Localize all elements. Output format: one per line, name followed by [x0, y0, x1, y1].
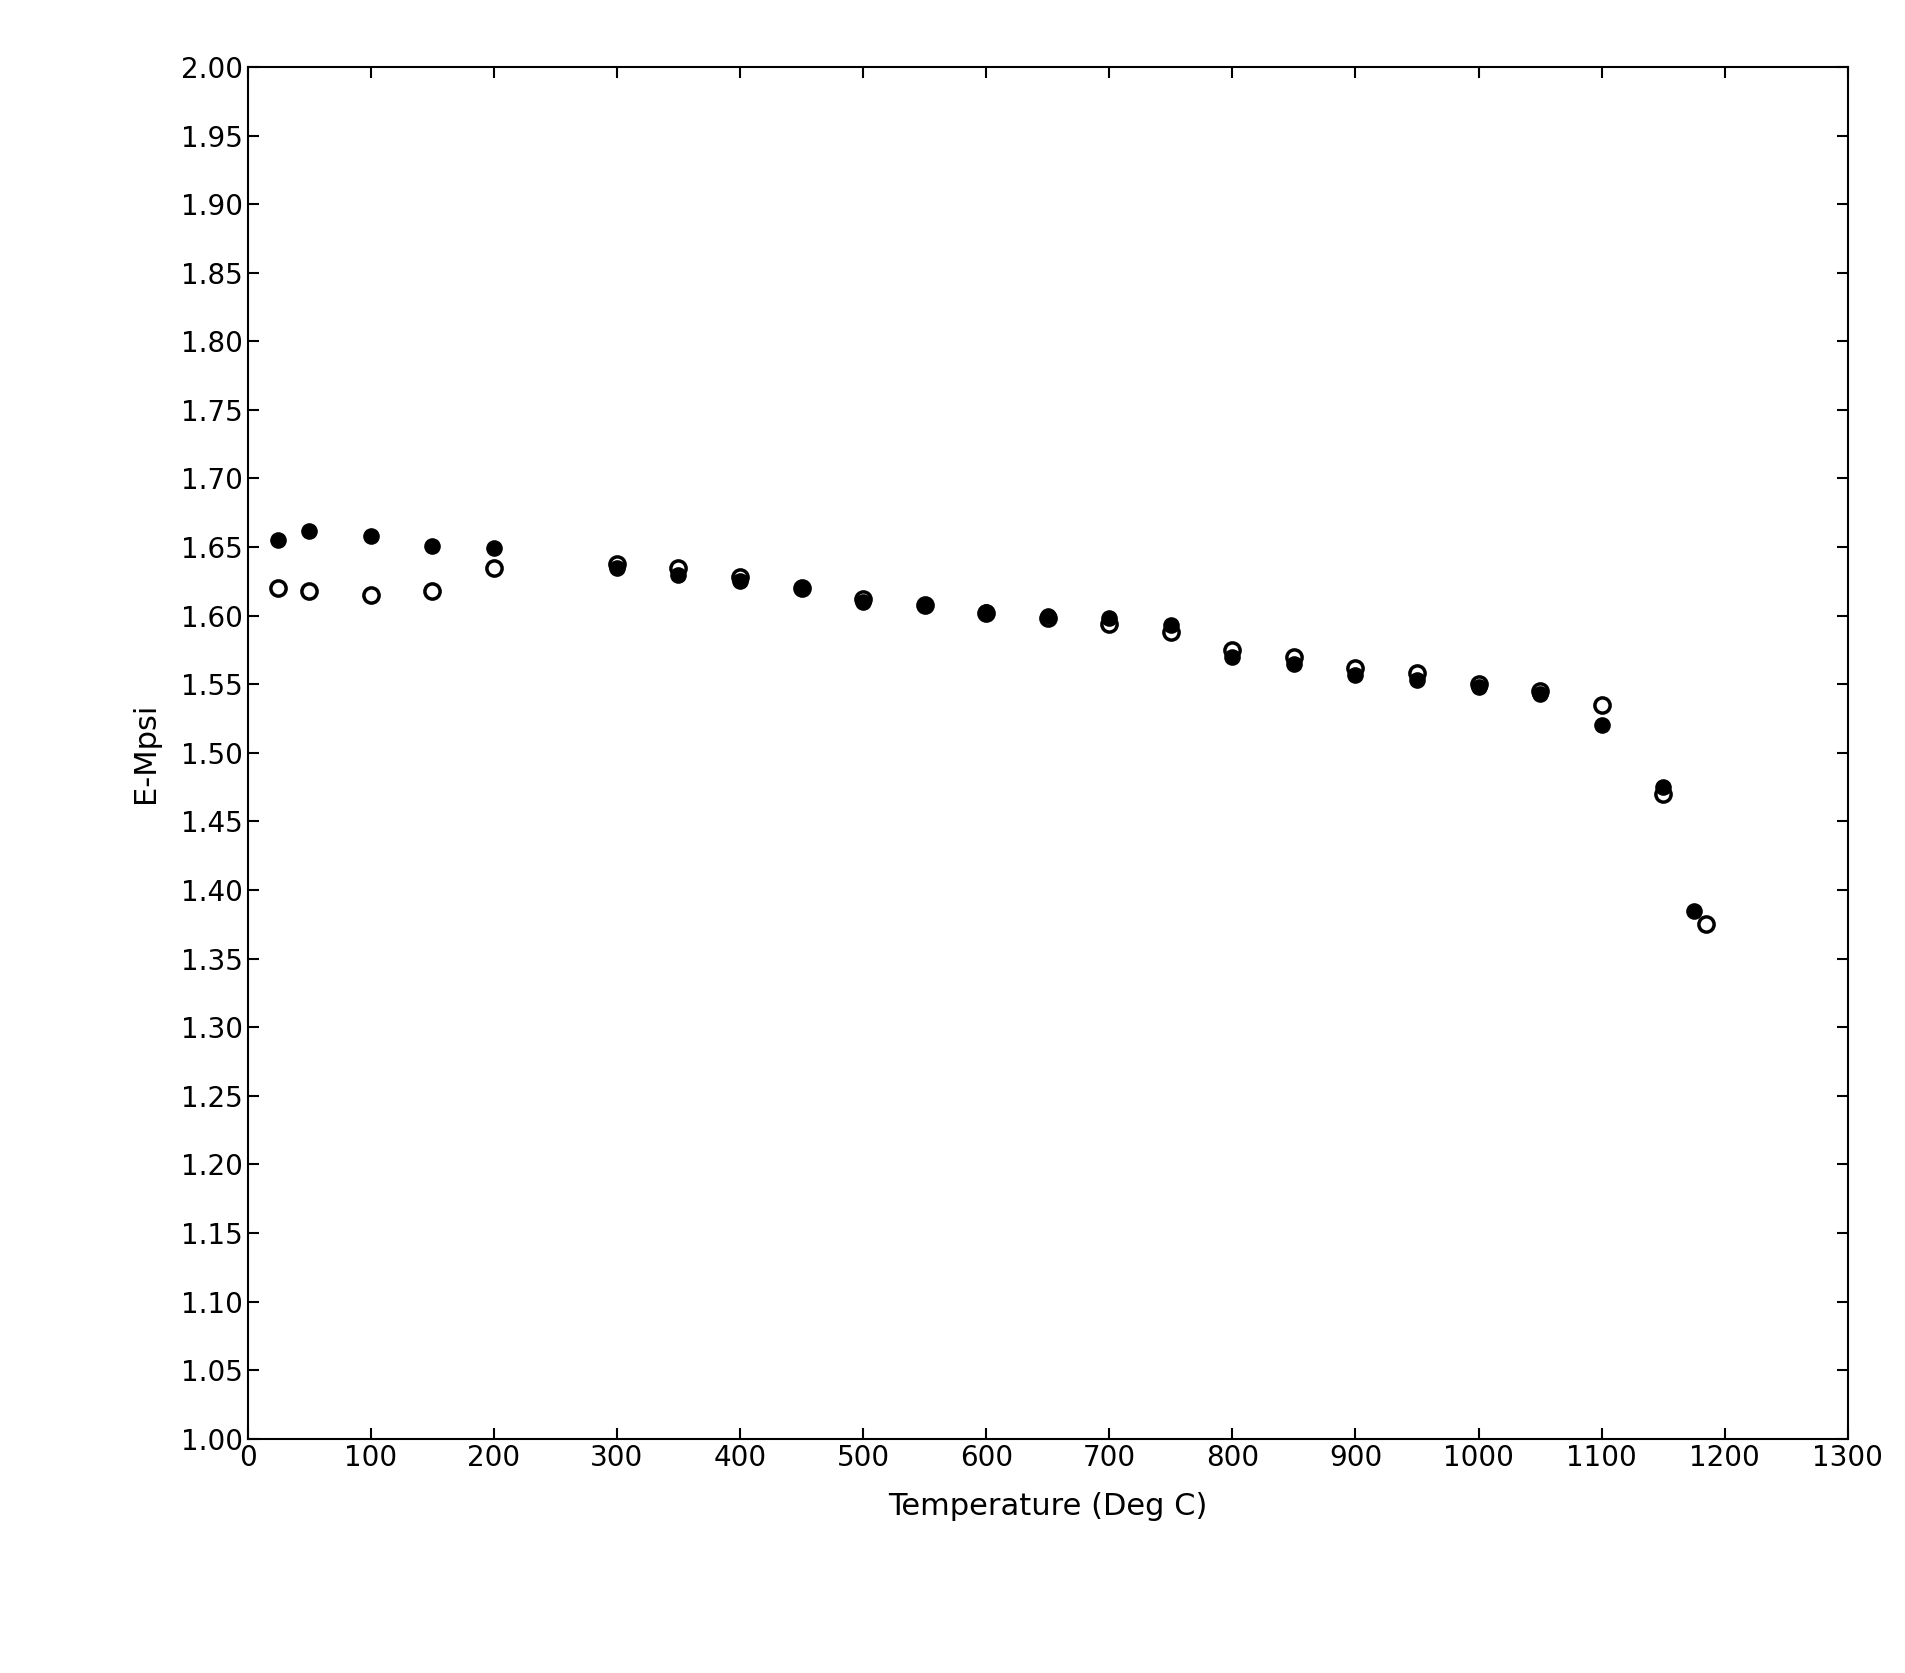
Point — [478, 554, 509, 581]
Point — [663, 560, 693, 587]
Y-axis label: E-Mpsi: E-Mpsi — [131, 703, 160, 803]
Point — [972, 599, 1002, 626]
Point — [1402, 668, 1433, 694]
Point — [1033, 602, 1063, 629]
Point — [1217, 644, 1248, 671]
Point — [417, 577, 448, 604]
Point — [1217, 637, 1248, 664]
Point — [1341, 654, 1372, 681]
Point — [1156, 619, 1187, 646]
Point — [1524, 681, 1554, 708]
Point — [1692, 910, 1722, 937]
Point — [1524, 678, 1554, 704]
Point — [1463, 671, 1494, 698]
Point — [1587, 713, 1617, 739]
X-axis label: Temperature (Deg C): Temperature (Deg C) — [888, 1492, 1208, 1521]
Point — [1402, 659, 1433, 686]
Point — [1648, 773, 1678, 800]
Point — [602, 554, 632, 581]
Point — [724, 567, 754, 594]
Point — [848, 586, 878, 612]
Point — [909, 591, 939, 617]
Point — [1648, 781, 1678, 808]
Point — [602, 550, 632, 577]
Point — [478, 535, 509, 562]
Point — [724, 564, 754, 591]
Point — [356, 582, 387, 609]
Point — [1278, 651, 1309, 678]
Point — [293, 577, 324, 604]
Point — [1093, 611, 1124, 637]
Point — [909, 591, 939, 617]
Point — [1341, 661, 1372, 688]
Point — [356, 522, 387, 549]
Point — [293, 517, 324, 544]
Point — [787, 576, 817, 602]
Point — [972, 599, 1002, 626]
Point — [1033, 606, 1063, 632]
Point — [1678, 897, 1709, 923]
Point — [1587, 691, 1617, 718]
Point — [417, 532, 448, 559]
Point — [787, 576, 817, 602]
Point — [1156, 612, 1187, 639]
Point — [263, 527, 293, 554]
Point — [848, 589, 878, 616]
Point — [663, 554, 693, 581]
Point — [1093, 606, 1124, 632]
Point — [263, 576, 293, 602]
Point — [1278, 644, 1309, 671]
Point — [1463, 674, 1494, 701]
